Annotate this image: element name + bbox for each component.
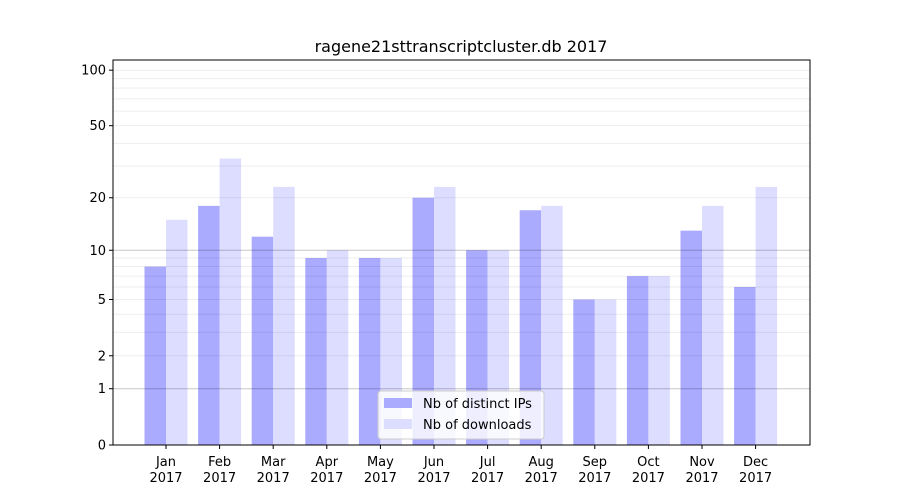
x-tick-label: Apr 2017 [310,455,343,486]
x-tick-label: Sep 2017 [578,455,611,486]
bar-downloads [541,205,563,445]
x-tick-label-line: Aug [529,455,554,470]
x-tick-label: Jul 2017 [471,455,504,486]
bar-downloads [434,186,456,445]
plot-frame [112,59,811,446]
x-tick-label-line: 2017 [685,471,718,486]
x-tick-label-line: Sep [583,455,608,470]
x-tick-label: Feb 2017 [203,455,236,486]
legend-box [377,390,545,440]
x-tick-label-line: 2017 [364,471,397,486]
x-tick-label-line: 2017 [203,471,236,486]
y-tick-label: 20 [89,191,106,206]
bar-downloads [326,250,349,445]
legend-swatch [384,419,412,429]
bar-ips [305,258,327,445]
x-tick-label-line: 2017 [525,471,558,486]
x-tick-label-line: 2017 [149,471,182,486]
bar-ips [358,258,381,445]
x-tick-label: Jun 2017 [417,455,450,486]
y-tick-label: 100 [81,64,106,79]
x-tick-label-line: 2017 [578,471,611,486]
bar-downloads [594,299,617,445]
x-tick-label-line: Jul [479,455,496,470]
y-tick-label: 10 [89,244,106,259]
bar-ips [198,205,220,445]
x-tick-label: Dec 2017 [739,455,772,486]
y-tick-label: 5 [98,293,106,308]
x-tick-label: Aug 2017 [525,455,558,486]
x-tick-label-line: Feb [208,455,231,470]
bar-downloads [166,219,188,445]
x-tick-label-line: Dec [743,455,768,470]
legend: Nb of distinct IPs Nb of downloads [377,390,545,440]
bar-ips [251,236,274,445]
x-tick-label-line: Jun [423,455,444,470]
bar-downloads [273,186,295,445]
x-tick-label-line: 2017 [417,471,450,486]
y-tick-label: 0 [98,439,106,454]
x-tick-label: Nov 2017 [685,455,718,486]
x-tick-label-line: 2017 [257,471,290,486]
bar-ips [734,286,756,445]
bar-ips [626,276,649,445]
legend-label: Nb of downloads [423,418,532,433]
bar-ips [680,230,702,445]
y-tick-label: 1 [98,382,106,397]
x-tick-label-line: 2017 [471,471,504,486]
x-tick-label-line: 2017 [632,471,665,486]
bar-ips [412,197,434,445]
chart-title: ragene21sttranscriptcluster.db 2017 [315,37,608,56]
legend-swatch [384,398,412,408]
x-tick-label-line: Mar [261,455,286,470]
x-tick-label-line: Apr [316,455,339,470]
x-tick-label-line: Oct [637,455,659,470]
bar-downloads [219,158,242,445]
x-tick-label-line: May [367,455,394,470]
y-tick-label: 2 [98,349,106,364]
legend-label: Nb of distinct IPs [423,397,532,412]
bar-downloads [702,205,724,445]
y-tick-label: 50 [89,119,106,134]
x-tick-label: Mar 2017 [257,455,290,486]
x-tick-label-line: Nov [689,455,715,470]
bar-ips [573,299,595,445]
x-tick-label-line: 2017 [739,471,772,486]
bar-downloads [648,276,670,445]
bar-ips [519,210,542,445]
x-tick-label-line: Jan [155,455,176,470]
bar-downloads [755,186,778,445]
bar-ips [144,266,166,445]
x-tick-label: May 2017 [364,455,397,486]
x-tick-label: Jan 2017 [149,455,182,486]
x-tick-label: Oct 2017 [632,455,665,486]
x-tick-label-line: 2017 [310,471,343,486]
